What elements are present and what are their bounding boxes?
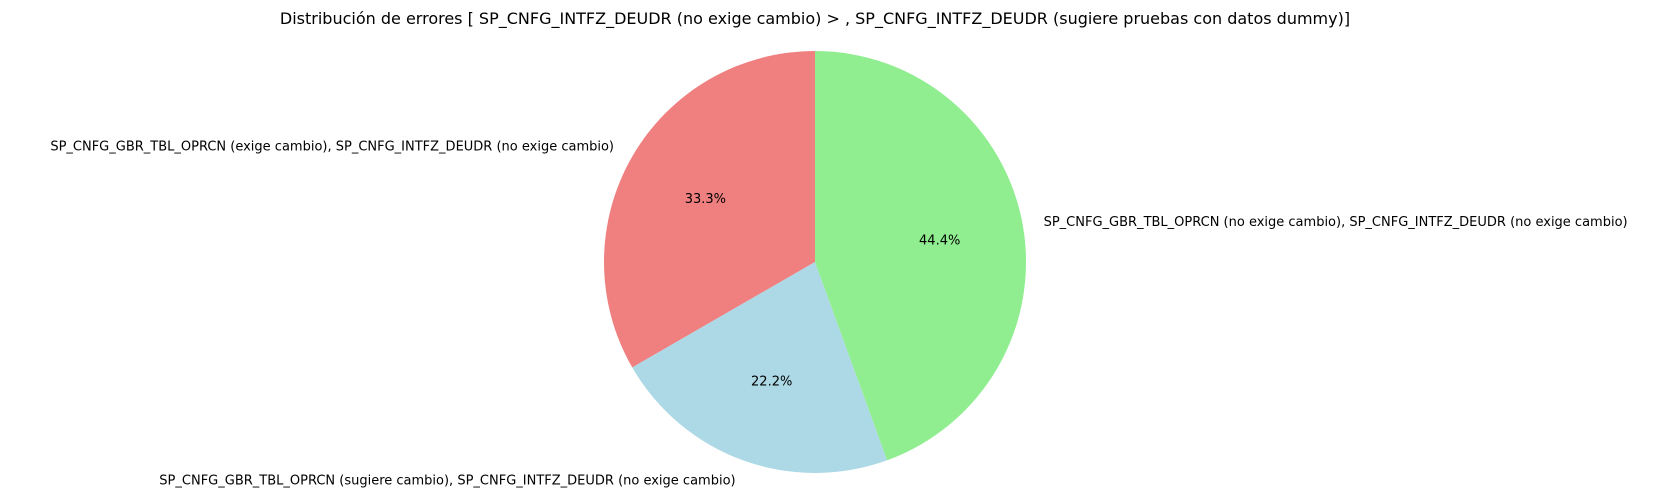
pie-slice-2 xyxy=(632,262,888,474)
pie-slice-1 xyxy=(604,51,815,368)
pie-slice-label-2: SP_CNFG_GBR_TBL_OPRCN (sugiere cambio), … xyxy=(159,474,735,489)
chart-title: Distribución de errores [ SP_CNFG_INTFZ_… xyxy=(280,9,1350,29)
pie-percent-label-2: 22.2% xyxy=(751,375,792,390)
pie-slices xyxy=(604,50,1027,474)
pie-slice-label-1: SP_CNFG_GBR_TBL_OPRCN (exige cambio), SP… xyxy=(50,139,614,154)
pie-percent-label-3: 44.4% xyxy=(919,234,960,249)
pie-percent-labels: 33.3% 22.2% 44.4% xyxy=(685,192,961,389)
pie-slice-label-3: SP_CNFG_GBR_TBL_OPRCN (no exige cambio),… xyxy=(1044,215,1628,230)
pie-slice-3 xyxy=(815,50,1027,461)
pie-slice-labels: SP_CNFG_GBR_TBL_OPRCN (exige cambio), SP… xyxy=(50,139,1627,488)
pie-percent-label-1: 33.3% xyxy=(685,192,726,207)
